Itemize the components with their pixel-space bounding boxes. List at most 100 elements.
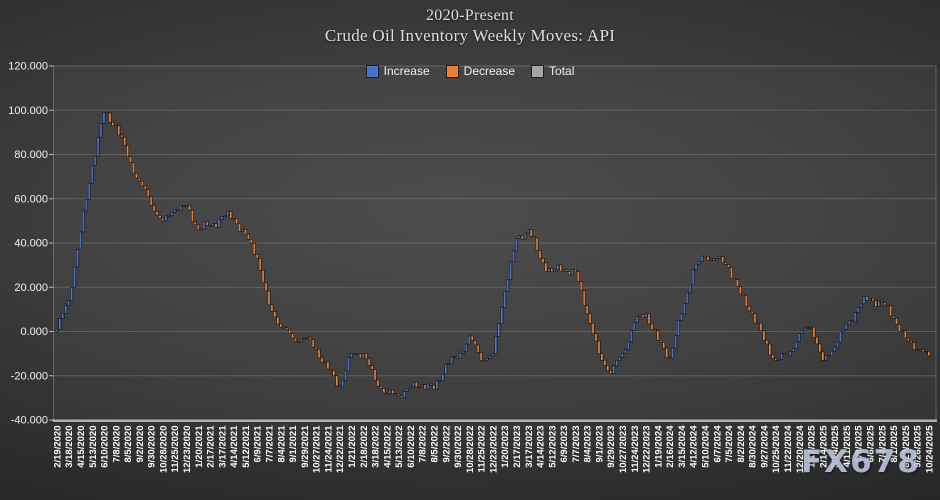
weekly-bar-decrease (906, 337, 910, 342)
weekly-bar-decrease (706, 255, 710, 261)
weekly-bar-decrease (818, 343, 822, 353)
x-axis-label: 8/30/2024 (748, 425, 759, 468)
weekly-bar-increase (547, 268, 551, 272)
weekly-bar-decrease (432, 384, 436, 390)
weekly-bar-decrease (606, 365, 610, 372)
weekly-bar-decrease (733, 277, 737, 280)
weekly-bar-decrease (889, 305, 893, 317)
weekly-bar-increase (500, 307, 504, 324)
weekly-bar-decrease (892, 315, 896, 319)
x-axis-label: 2/16/2024 (665, 425, 676, 468)
weekly-bar-decrease (741, 293, 745, 296)
weekly-bar-decrease (918, 348, 922, 351)
weekly-bar-increase (167, 214, 171, 217)
weekly-bar-decrease (111, 121, 115, 126)
weekly-bar-decrease (188, 205, 192, 211)
weekly-bar-increase (836, 341, 840, 348)
weekly-bar-increase (79, 231, 83, 250)
weekly-bar-decrease (535, 237, 539, 251)
x-axis-label: 1/21/2022 (347, 426, 358, 468)
x-axis-label: 11/22/2024 (783, 425, 794, 473)
legend-label: Total (549, 64, 575, 78)
weekly-bar-increase (441, 373, 445, 382)
weekly-bar-increase (503, 291, 507, 308)
weekly-bar-increase (388, 389, 392, 394)
weekly-bar-decrease (815, 336, 819, 345)
weekly-bar-decrease (609, 370, 613, 374)
weekly-bar-increase (789, 351, 793, 357)
weekly-bar-decrease (358, 353, 362, 359)
weekly-bar-decrease (594, 333, 598, 342)
weekly-bar-increase (426, 383, 430, 390)
weekly-bar-increase (96, 136, 100, 157)
weekly-bar-decrease (883, 302, 887, 306)
x-axis-label: 1/20/2023 (500, 426, 511, 468)
weekly-bar-decrease (544, 262, 548, 272)
x-axis-label: 1/19/2024 (653, 425, 664, 468)
x-axis-label: 4/14/2021 (229, 425, 240, 468)
weekly-bar-decrease (294, 337, 298, 342)
weekly-bar-decrease (400, 395, 404, 399)
x-axis-label: 6/6/2025 (865, 425, 876, 463)
weekly-bar-increase (406, 388, 410, 392)
weekly-bar-decrease (470, 335, 474, 341)
weekly-bar-decrease (827, 355, 831, 357)
weekly-bar-decrease (288, 329, 292, 334)
weekly-bar-increase (621, 353, 625, 358)
x-axis-label: 9/29/2023 (606, 426, 617, 468)
weekly-bar-decrease (765, 340, 769, 345)
y-axis-label: 100.000 (8, 105, 48, 117)
weekly-bar-increase (915, 348, 919, 351)
weekly-bar-increase (685, 292, 689, 304)
weekly-bar-decrease (120, 134, 124, 138)
weekly-bar-increase (491, 353, 495, 357)
weekly-bar-increase (803, 327, 807, 331)
x-axis-label: 2/14/2025 (818, 425, 829, 468)
weekly-bar-decrease (320, 357, 324, 363)
x-axis-label: 6/7/2024 (712, 425, 723, 463)
y-axis-label: 0.000 (20, 326, 48, 338)
weekly-bar-increase (82, 210, 85, 233)
weekly-bar-increase (562, 269, 566, 272)
weekly-bar-increase (202, 221, 206, 230)
weekly-bar-decrease (921, 349, 925, 352)
weekly-bar-decrease (641, 314, 645, 318)
weekly-bar-decrease (532, 236, 536, 239)
x-axis-label: 5/10/2024 (701, 425, 712, 468)
weekly-bar-decrease (568, 271, 572, 276)
weekly-bar-increase (715, 258, 719, 261)
weekly-bar-increase (518, 235, 521, 239)
x-axis-label: 7/8/2020 (111, 426, 122, 463)
weekly-bar-decrease (927, 351, 931, 357)
weekly-bar-increase (84, 198, 88, 212)
weekly-bar-decrease (382, 388, 386, 394)
x-axis-label: 9/29/2021 (300, 425, 311, 468)
weekly-bar-increase (58, 318, 62, 330)
weekly-bar-decrease (252, 242, 256, 255)
weekly-bar-decrease (541, 258, 545, 264)
x-axis-label: 6/9/2023 (559, 426, 570, 463)
weekly-bar-increase (677, 320, 681, 337)
weekly-bar-increase (344, 370, 348, 381)
weekly-bar-increase (350, 353, 354, 358)
weekly-bar-decrease (394, 393, 398, 395)
weekly-bar-increase (61, 313, 65, 319)
x-axis-label: 3/17/2021 (217, 425, 228, 468)
weekly-bar-increase (635, 316, 639, 323)
weekly-bar-increase (523, 232, 527, 240)
x-axis-label: 3/18/2020 (64, 426, 75, 468)
weekly-bar-decrease (191, 209, 194, 223)
x-axis-label: 9/2/2020 (135, 426, 146, 463)
y-axis-labels-group: 120.000 100.000 80.000 60.000 40.000 20.000 0.… (8, 61, 48, 427)
weekly-bar-decrease (886, 304, 890, 307)
weekly-bar-decrease (665, 347, 669, 358)
weekly-bar-decrease (574, 269, 577, 273)
weekly-bar-decrease (529, 229, 533, 237)
weekly-bar-increase (485, 357, 489, 361)
weekly-bar-increase (506, 279, 510, 292)
weekly-bar-decrease (874, 300, 878, 307)
weekly-bar-increase (488, 355, 492, 359)
weekly-bar-decrease (656, 330, 660, 341)
weekly-bar-increase (627, 341, 630, 350)
weekly-bar-increase (683, 302, 686, 315)
